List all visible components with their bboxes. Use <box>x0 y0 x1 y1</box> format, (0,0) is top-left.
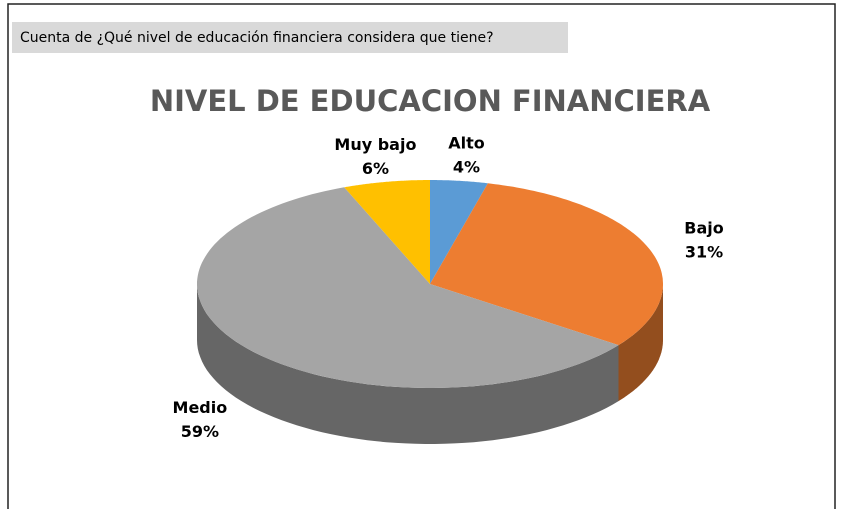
pie-slice-side <box>197 284 619 444</box>
pie-tops <box>197 180 663 388</box>
data-label-value: 31% <box>685 242 723 261</box>
data-label-value: 59% <box>181 422 219 441</box>
pie-slice <box>344 180 430 284</box>
data-label-category: Muy bajo <box>334 135 416 154</box>
data-label-value: 6% <box>362 159 389 178</box>
pie-slice-side <box>618 284 663 402</box>
chart-title: NIVEL DE EDUCACION FINANCIERA <box>150 84 711 118</box>
data-label-category: Medio <box>173 398 228 417</box>
pie-slice <box>430 180 488 284</box>
pie-slice <box>197 187 619 388</box>
data-label-category: Bajo <box>684 218 723 237</box>
pie-slice <box>430 183 663 346</box>
pie-sides <box>197 284 663 444</box>
data-label-category: Alto <box>448 134 485 153</box>
data-labels: Alto 4% Bajo 31% Medio 59% Muy bajo 6% <box>173 134 724 442</box>
data-label-value: 4% <box>453 158 480 177</box>
field-button-label: Cuenta de ¿Qué nivel de educación financ… <box>20 30 494 46</box>
field-button[interactable] <box>12 22 568 53</box>
